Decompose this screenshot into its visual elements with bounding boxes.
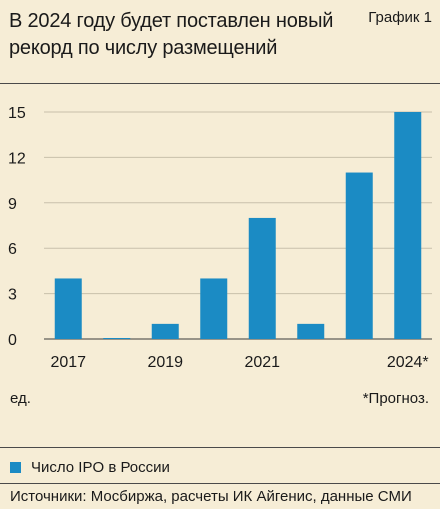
bar-2024* <box>394 112 422 339</box>
bar-2019 <box>151 323 179 339</box>
bar-chart: 0 3 6 9 12 15 2017 2019 2021 2024* <box>8 105 432 371</box>
y-tick-label: 15 <box>8 105 26 122</box>
legend: Число IPO в России <box>10 459 170 476</box>
bar-2020 <box>200 278 228 339</box>
sources-text: Источники: Мосбиржа, расчеты ИК Айгенис,… <box>10 488 412 505</box>
divider-legend <box>0 447 440 448</box>
x-tick-label: 2021 <box>244 354 280 371</box>
bar-2018 <box>103 338 131 339</box>
divider-top <box>0 83 440 84</box>
x-tick-label: 2019 <box>147 354 183 371</box>
y-unit-label: ед. <box>10 390 31 407</box>
legend-label: Число IPO в России <box>31 459 170 476</box>
chart-number-label: График 1 <box>368 9 432 26</box>
y-tick-label: 9 <box>8 196 17 213</box>
y-tick-label: 6 <box>8 241 17 258</box>
page-title: В 2024 году будет поставлен новый рекорд… <box>9 10 334 59</box>
x-tick-label: 2024* <box>387 354 429 371</box>
legend-swatch <box>10 462 21 473</box>
forecast-note: *Прогноз. <box>362 390 429 407</box>
y-tick-label: 12 <box>8 150 26 167</box>
bar-2022 <box>297 323 325 339</box>
bar-2017 <box>54 278 82 339</box>
divider-sources <box>0 483 440 484</box>
y-tick-label: 3 <box>8 287 17 304</box>
x-tick-label: 2017 <box>50 354 86 371</box>
bar-2021 <box>248 217 276 339</box>
y-tick-label: 0 <box>8 332 17 349</box>
bar-2023 <box>345 172 373 339</box>
